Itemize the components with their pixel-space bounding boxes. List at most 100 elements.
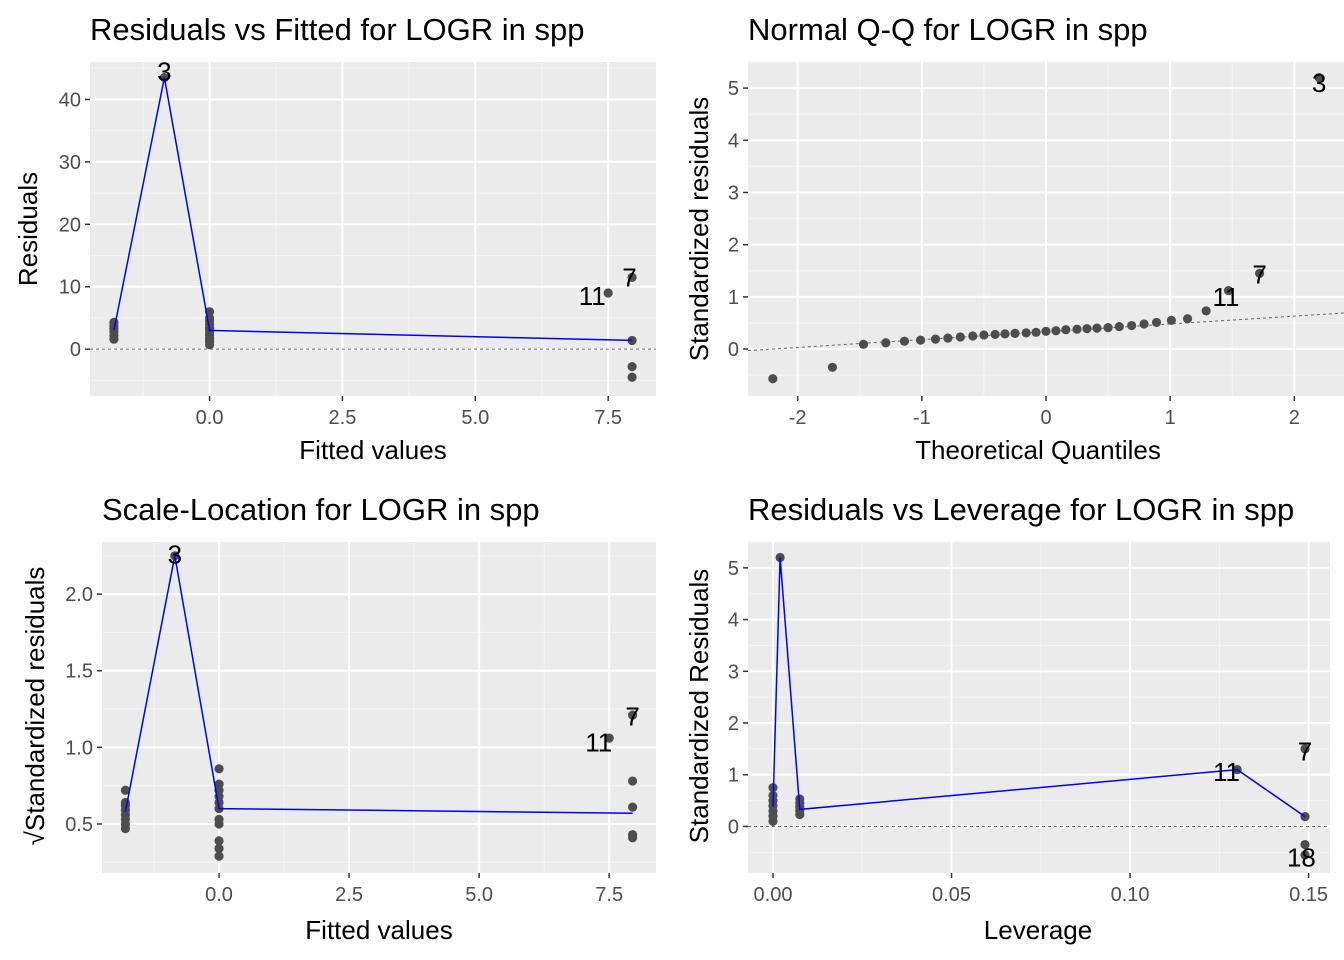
x-tick-label: 5.0 [465, 884, 493, 906]
y-tick-label: 1 [728, 287, 739, 309]
y-tick-label: 2 [728, 713, 739, 735]
data-point [990, 329, 1000, 340]
y-tick-label: 4 [728, 610, 739, 632]
panel-residuals-vs-fitted: Residuals vs Fitted for LOGR in spp 0.0 2… [13, 12, 656, 465]
data-point [214, 836, 224, 846]
y-tick-label: 1.0 [65, 737, 93, 759]
data-point [604, 733, 614, 743]
smooth-line [772, 557, 1306, 818]
outlier-label: 11 [1213, 282, 1240, 312]
x-tick-label: 0.05 [932, 884, 971, 906]
outlier-label: 7 [1298, 736, 1312, 766]
data-point [120, 785, 131, 795]
outlier-label: 11 [1213, 757, 1240, 787]
plot-background [102, 542, 656, 873]
smooth-line [124, 555, 633, 814]
y-tick-label: 2.0 [65, 584, 93, 606]
outlier-label: 3 [168, 539, 182, 569]
data-point [979, 330, 989, 340]
data-point [603, 288, 613, 298]
outlier-label: 7 [625, 702, 639, 732]
series: 3 11 7 [120, 539, 640, 861]
data-point [1114, 321, 1124, 332]
y-tick-label: 1 [728, 765, 739, 787]
data-point [795, 794, 805, 804]
data-point [214, 764, 224, 774]
y-tick-label: 0 [70, 339, 81, 361]
data-point [858, 339, 869, 349]
axis-ticks: 0.0 2.5 5.0 7.5 0 10 20 30 40 [59, 89, 622, 429]
series: 3 11 7 [747, 68, 1344, 384]
data-point [1300, 812, 1310, 822]
outlier-label: 18 [1287, 842, 1316, 872]
series: 3 11 7 [90, 56, 656, 382]
data-point [627, 776, 638, 786]
y-tick-label: 20 [59, 214, 81, 236]
x-tick-label: 0.10 [1111, 884, 1150, 906]
x-axis-title: Leverage [984, 915, 1092, 945]
y-tick-label: 40 [59, 89, 81, 111]
data-point [1072, 324, 1082, 334]
panel-scale-location: Scale-Location for LOGR in spp 0.0 2.5 5.0… [20, 492, 656, 945]
panel-title: Normal Q-Q for LOGR in spp [748, 12, 1148, 47]
data-point [1151, 317, 1162, 328]
data-point [1127, 320, 1137, 331]
y-tick-label: 10 [59, 277, 81, 299]
y-tick-label: 1.5 [65, 661, 93, 683]
x-axis-title: Fitted values [299, 435, 446, 465]
x-tick-label: 0.15 [1289, 884, 1328, 906]
x-tick-label: 7.5 [594, 407, 622, 429]
data-point [1061, 325, 1071, 335]
data-point [1300, 839, 1310, 850]
data-point [627, 710, 638, 720]
x-tick-label: 7.5 [595, 884, 623, 906]
data-point [1092, 323, 1102, 333]
data-point [627, 272, 637, 282]
data-point [915, 335, 926, 345]
axis-ticks: 0.0 2.5 5.0 7.5 0.5 1.0 1.5 2.0 [65, 584, 623, 906]
axis-ticks: -2 -1 0 1 2 0 1 2 3 4 5 [728, 78, 1300, 429]
panel-title: Scale-Location for LOGR in spp [102, 492, 540, 527]
outlier-label: 11 [585, 728, 612, 758]
axis-ticks: 0.00 0.05 0.10 0.15 0 1 2 3 4 5 [728, 558, 1328, 906]
data-point [1139, 319, 1149, 329]
data-point [1314, 73, 1324, 83]
data-point [1201, 306, 1211, 316]
y-tick-label: 3 [728, 182, 739, 204]
outlier-label: 3 [157, 56, 171, 86]
panel-residuals-vs-leverage: Residuals vs Leverage for LOGR in spp 0.… [684, 492, 1330, 945]
data-point [899, 336, 910, 346]
data-point [627, 802, 638, 812]
data-point [930, 334, 941, 344]
data-point [1300, 744, 1310, 754]
data-point [120, 797, 131, 808]
y-tick-label: 3 [728, 661, 739, 683]
data-point [1010, 328, 1020, 338]
y-tick-label: 0 [728, 816, 739, 838]
data-point [214, 851, 224, 861]
data-point [1021, 328, 1031, 338]
plot-background [748, 542, 1330, 873]
data-point [943, 333, 953, 343]
data-point [214, 779, 224, 789]
data-point [1166, 315, 1177, 325]
y-tick-label: 5 [728, 78, 739, 100]
y-axis-title: √Standardized residuals [20, 567, 50, 846]
x-tick-label: 2 [1289, 407, 1300, 429]
x-tick-label: 2.5 [329, 407, 357, 429]
data-point [1000, 329, 1010, 339]
x-tick-label: 0 [1040, 407, 1051, 429]
x-axis-title: Theoretical Quantiles [915, 435, 1161, 465]
panel-normal-qq: Normal Q-Q for LOGR in spp -2 -1 0 1 2 0 1 2 3 4 5… [684, 12, 1344, 465]
x-tick-label: -2 [789, 407, 807, 429]
panel-title: Residuals vs Leverage for LOGR in spp [748, 492, 1294, 527]
y-tick-label: 0.5 [65, 814, 93, 836]
x-tick-label: 0.0 [205, 884, 233, 906]
data-point [1051, 326, 1061, 336]
outlier-label: 11 [579, 281, 606, 311]
grid [102, 542, 656, 873]
data-point [1182, 314, 1193, 324]
y-tick-label: 0 [728, 339, 739, 361]
y-axis-title: Standardized residuals [684, 97, 714, 362]
